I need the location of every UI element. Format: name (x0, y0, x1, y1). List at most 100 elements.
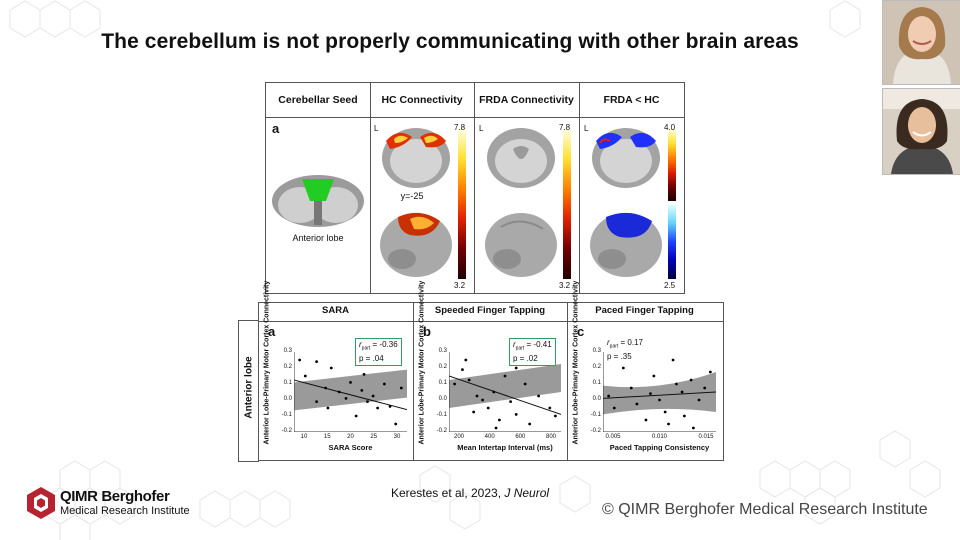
confidence-band (449, 364, 561, 408)
x-tick: 800 (545, 434, 556, 440)
x-tick: 0.005 (605, 434, 621, 440)
slice-coordinate: y=-25 (400, 191, 424, 201)
x-axis-label: Mean Intertap Interval (ms) (457, 443, 553, 452)
scatter-plot (449, 352, 561, 432)
r-subscript: part (515, 345, 525, 352)
colorbar-contrast-hot (668, 129, 676, 201)
colorbar-frda (563, 129, 571, 279)
hemisphere-label: L (584, 124, 589, 133)
header-cerebellar-seed: Cerebellar Seed (266, 83, 370, 118)
y-tick: 0.1 (283, 380, 292, 386)
contrast-coronal-slice (592, 128, 660, 188)
citation: Kerestes et al, 2023, J Neurol (0, 486, 940, 500)
data-point (366, 400, 369, 403)
data-point (383, 382, 386, 386)
divider (567, 302, 568, 460)
data-point (461, 368, 464, 371)
data-point (498, 418, 501, 422)
presenter-avatar-1 (883, 1, 960, 84)
qimr-logo: QIMR Berghofer Medical Research Institut… (26, 486, 226, 522)
x-tick: 0.015 (698, 434, 714, 440)
data-point (649, 392, 652, 395)
p-value: p = .02 (513, 353, 538, 363)
x-tick: 10 (300, 434, 308, 440)
hemisphere-label: L (374, 124, 379, 133)
data-point (621, 366, 625, 370)
y-axis-label: Anterior Lobe-Primary Motor Cortex Conne… (572, 280, 580, 445)
data-point (612, 406, 616, 410)
data-point (324, 386, 328, 390)
data-point (344, 397, 348, 400)
data-point (467, 378, 471, 382)
y-tick: 0.3 (283, 348, 292, 354)
y-tick: 0.1 (438, 380, 447, 386)
frda-coronal-slice (487, 128, 555, 188)
divider (579, 83, 580, 293)
data-point (349, 381, 352, 384)
webcam-thumbnail-1[interactable] (882, 0, 960, 85)
p-value: p = .35 (607, 351, 632, 361)
webcam-thumbnail-2[interactable] (882, 88, 960, 175)
panel-letter: c (577, 324, 585, 339)
qimr-hexagon-icon (27, 487, 55, 519)
citation-authors: Kerestes et al, 2023, (390, 486, 505, 500)
r-value: = -0.36 (370, 340, 398, 349)
divider (413, 302, 414, 460)
data-point (523, 382, 527, 386)
y-tick: 0.0 (283, 396, 292, 402)
header-frda-connectivity: FRDA Connectivity (474, 83, 579, 118)
confidence-band (294, 369, 407, 411)
data-point (481, 398, 484, 402)
data-point (644, 418, 648, 422)
correlation-annotation: rpart = -0.36 p = .04 (355, 338, 402, 366)
divider (370, 83, 371, 293)
scatter-plot (603, 352, 716, 432)
colorbar-max: 4.0 (664, 123, 676, 132)
y-tick: 0.2 (438, 364, 447, 370)
correlation-annotation: rpart = 0.17 p = .35 (607, 338, 643, 362)
data-point (671, 358, 675, 362)
data-point (528, 422, 532, 426)
y-tick: 0.3 (592, 348, 601, 354)
data-point (509, 400, 512, 403)
x-tick: 0.010 (651, 434, 667, 440)
panel-header: Speeded Finger Tapping (434, 305, 546, 316)
data-point (703, 386, 707, 390)
data-point (692, 426, 695, 430)
cerebellar-seed-image (272, 175, 364, 227)
header-hc-connectivity: HC Connectivity (370, 83, 474, 118)
data-point (548, 406, 552, 410)
colorbar-min: 3.2 (454, 281, 466, 290)
x-tick: 20 (347, 434, 354, 440)
row-label: Anterior lobe (243, 356, 255, 419)
plot-row (258, 320, 724, 461)
header-frda-lt-hc: FRDA < HC (579, 83, 684, 118)
data-point (354, 414, 358, 418)
r-subscript: part (609, 343, 619, 350)
y-tick: 0.1 (592, 380, 601, 386)
data-point (298, 358, 302, 362)
colorbar-max: 7.8 (559, 123, 571, 132)
regression-line (294, 379, 407, 411)
colorbar-min: 3.2 (559, 281, 571, 290)
data-point (494, 426, 498, 430)
data-point (492, 390, 496, 394)
y-axis-label: Anterior Lobe-Primary Motor Cortex Conne… (418, 280, 426, 445)
data-point (697, 398, 701, 402)
x-tick: 200 (453, 434, 464, 440)
scatter-plot (294, 352, 407, 432)
logo-subtitle: Medical Research Institute (60, 505, 190, 517)
data-point (514, 413, 518, 416)
data-point (663, 410, 667, 414)
frda-sagittal-render (485, 213, 557, 277)
p-value: p = .04 (359, 353, 384, 363)
y-axis-label: Anterior Lobe-Primary Motor Cortex Conne… (263, 280, 271, 445)
y-tick: 0.0 (438, 396, 447, 402)
y-tick: 0.2 (283, 364, 292, 370)
data-point (362, 373, 366, 376)
x-axis-label: Paced Tapping Consistency (609, 443, 710, 452)
y-tick: -0.2 (281, 428, 292, 434)
r-subscript: part (361, 345, 371, 352)
panel-letter: a (272, 121, 280, 136)
panel-header: SARA (322, 305, 349, 316)
